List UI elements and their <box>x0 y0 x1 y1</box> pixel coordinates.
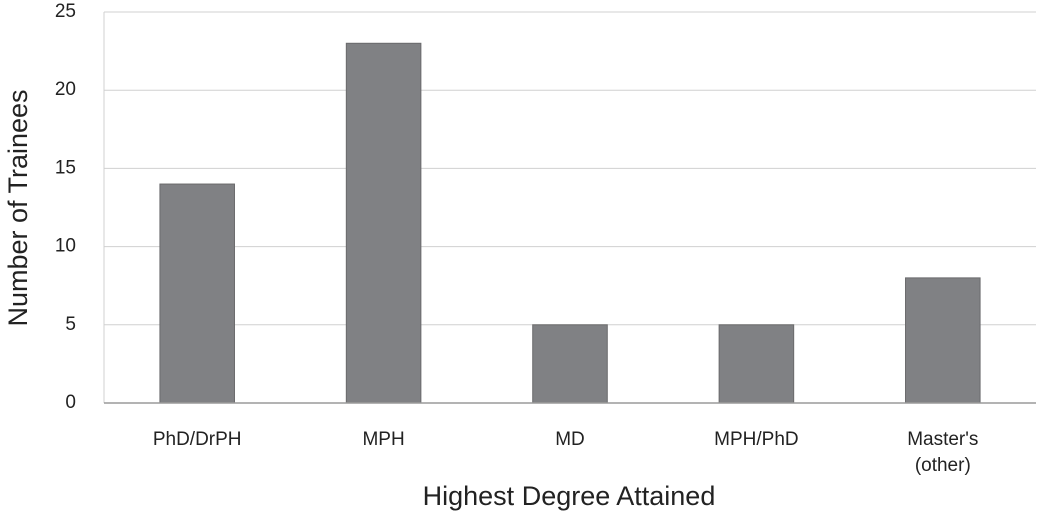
y-tick-label: 20 <box>55 79 76 100</box>
y-tick-label: 5 <box>65 314 76 335</box>
y-axis-title: Number of Trainees <box>3 89 33 326</box>
x-tick-label: MPH/PhD <box>714 429 798 450</box>
bar <box>718 324 795 404</box>
x-tick-label: Master's (other) <box>907 429 978 476</box>
bar <box>532 324 608 404</box>
y-tick-label: 25 <box>55 1 76 22</box>
y-tick-label: 10 <box>55 236 76 257</box>
y-tick-label: 0 <box>65 392 76 413</box>
bar <box>905 277 981 404</box>
x-tick-label: MPH <box>362 429 404 450</box>
x-tick-label: PhD/DrPH <box>153 429 242 450</box>
bar <box>159 183 235 404</box>
bar <box>345 42 422 404</box>
y-tick-label: 15 <box>55 157 76 178</box>
x-tick-label: MD <box>555 429 585 450</box>
x-axis-title: Highest Degree Attained <box>423 481 716 511</box>
